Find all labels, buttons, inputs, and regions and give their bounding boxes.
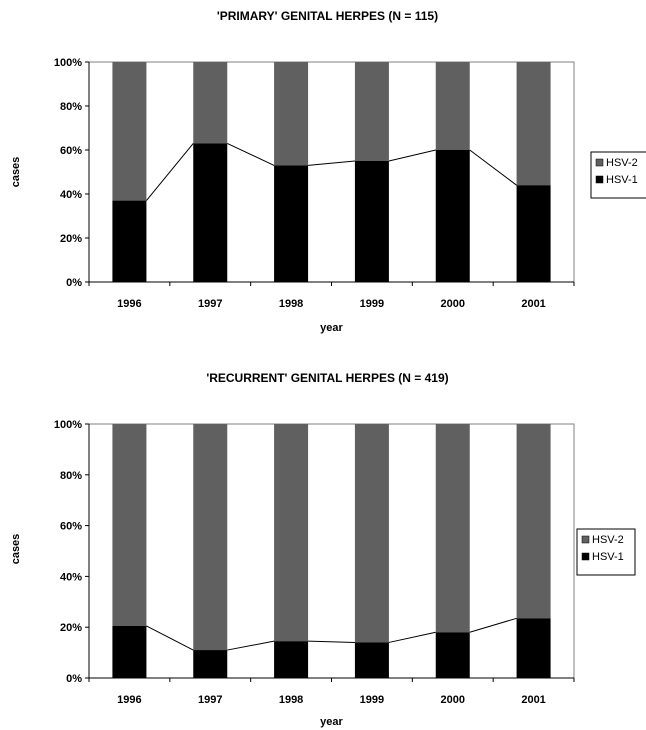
x-tick-label: 1998: [279, 298, 303, 310]
series-line-segment: [308, 160, 355, 166]
chart-title: 'PRIMARY' GENITAL HERPES (N = 115): [217, 9, 438, 23]
y-tick-label: 0%: [66, 277, 82, 289]
bar-hsv2-2000: [435, 62, 470, 150]
series-line-segment: [469, 149, 517, 186]
x-tick-label: 1996: [117, 694, 141, 706]
y-tick-label: 100%: [54, 57, 82, 69]
bar-hsv2-1997: [193, 424, 228, 651]
plot-area: [88, 61, 575, 283]
y-tick-label: 60%: [60, 521, 82, 533]
x-tick-label: 2000: [441, 298, 465, 310]
x-axis-label: year: [320, 716, 343, 728]
y-tick-label: 20%: [60, 622, 82, 634]
bar-hsv2-1999: [354, 62, 389, 161]
y-tick-label: 0%: [66, 673, 82, 685]
bar-hsv2-2000: [435, 424, 470, 633]
legend-box: [576, 528, 636, 576]
legend-swatch-hsv-2: [581, 535, 590, 544]
bar-hsv1-1997: [193, 143, 228, 282]
x-tick-label: 2001: [521, 298, 545, 310]
bar-hsv1-2001: [516, 618, 551, 678]
x-tick-label: 1999: [360, 694, 384, 706]
series-line-segment: [227, 142, 275, 166]
series-line-segment: [146, 143, 194, 201]
bar-hsv1-2000: [435, 632, 470, 678]
series-line-segment: [146, 625, 194, 651]
legend-swatch-hsv-2: [595, 158, 604, 167]
legend: HSV-2 HSV-1: [590, 151, 646, 199]
x-axis-label: year: [320, 322, 343, 334]
series-line-segment: [388, 149, 436, 162]
x-tick-label: 2001: [521, 694, 545, 706]
bar-hsv2-2001: [516, 424, 551, 619]
plot-area: [88, 423, 575, 679]
y-tick-label: 40%: [60, 189, 82, 201]
bar-hsv1-2001: [516, 185, 551, 282]
x-tick-label: 1997: [198, 298, 222, 310]
bar-hsv1-1998: [274, 165, 309, 282]
bar-hsv1-1996: [112, 200, 147, 282]
y-axis-label: cases: [10, 157, 22, 188]
legend-label-hsv-1: HSV-1: [592, 551, 624, 563]
series-line-segment: [227, 640, 275, 651]
y-tick-label: 40%: [60, 571, 82, 583]
bar-hsv2-1997: [193, 62, 228, 144]
y-tick-label: 80%: [60, 470, 82, 482]
x-tick-label: 1997: [198, 694, 222, 706]
chart-recurrent: 'RECURRENT' GENITAL HERPES (N = 419) 0% 20…: [0, 362, 646, 730]
chart-primary: 'PRIMARY' GENITAL HERPES (N = 115) 0% 20% 4…: [0, 0, 646, 352]
legend-swatch-hsv-1: [581, 552, 590, 561]
legend: HSV-2 HSV-1: [576, 528, 636, 576]
bar-hsv1-1997: [193, 650, 228, 678]
bar-hsv2-1996: [112, 424, 147, 626]
x-tick-label: 2000: [441, 694, 465, 706]
y-tick-label: 60%: [60, 145, 82, 157]
bar-hsv1-1996: [112, 625, 147, 678]
bar-hsv2-1999: [354, 424, 389, 643]
chart-title: 'RECURRENT' GENITAL HERPES (N = 419): [206, 371, 448, 385]
chart-primary-svg: 'PRIMARY' GENITAL HERPES (N = 115) 0% 20% 4…: [10, 9, 646, 334]
y-axis-label: cases: [10, 534, 22, 565]
chart-recurrent-svg: 'RECURRENT' GENITAL HERPES (N = 419) 0% 20…: [10, 371, 636, 728]
y-tick-label: 80%: [60, 101, 82, 113]
bar-hsv2-1998: [274, 424, 309, 642]
bar-hsv1-1999: [354, 642, 389, 678]
y-tick-label: 20%: [60, 233, 82, 245]
legend-label-hsv-2: HSV-2: [592, 534, 624, 546]
x-tick-label: 1998: [279, 694, 303, 706]
bar-hsv1-1999: [354, 161, 389, 282]
bar-hsv2-1998: [274, 62, 309, 166]
legend-label-hsv-1: HSV-1: [606, 174, 638, 186]
legend-label-hsv-2: HSV-2: [606, 157, 638, 169]
bar-hsv2-1996: [112, 62, 147, 201]
legend-swatch-hsv-1: [595, 175, 604, 184]
x-tick-label: 1999: [360, 298, 384, 310]
series-line-segment: [308, 640, 355, 643]
series-line-segment: [388, 631, 436, 643]
bar-hsv1-1998: [274, 641, 309, 678]
bar-hsv2-2001: [516, 62, 551, 186]
series-line-segment: [469, 617, 517, 633]
y-tick-label: 100%: [54, 419, 82, 431]
x-tick-label: 1996: [117, 298, 141, 310]
bar-hsv1-2000: [435, 150, 470, 282]
